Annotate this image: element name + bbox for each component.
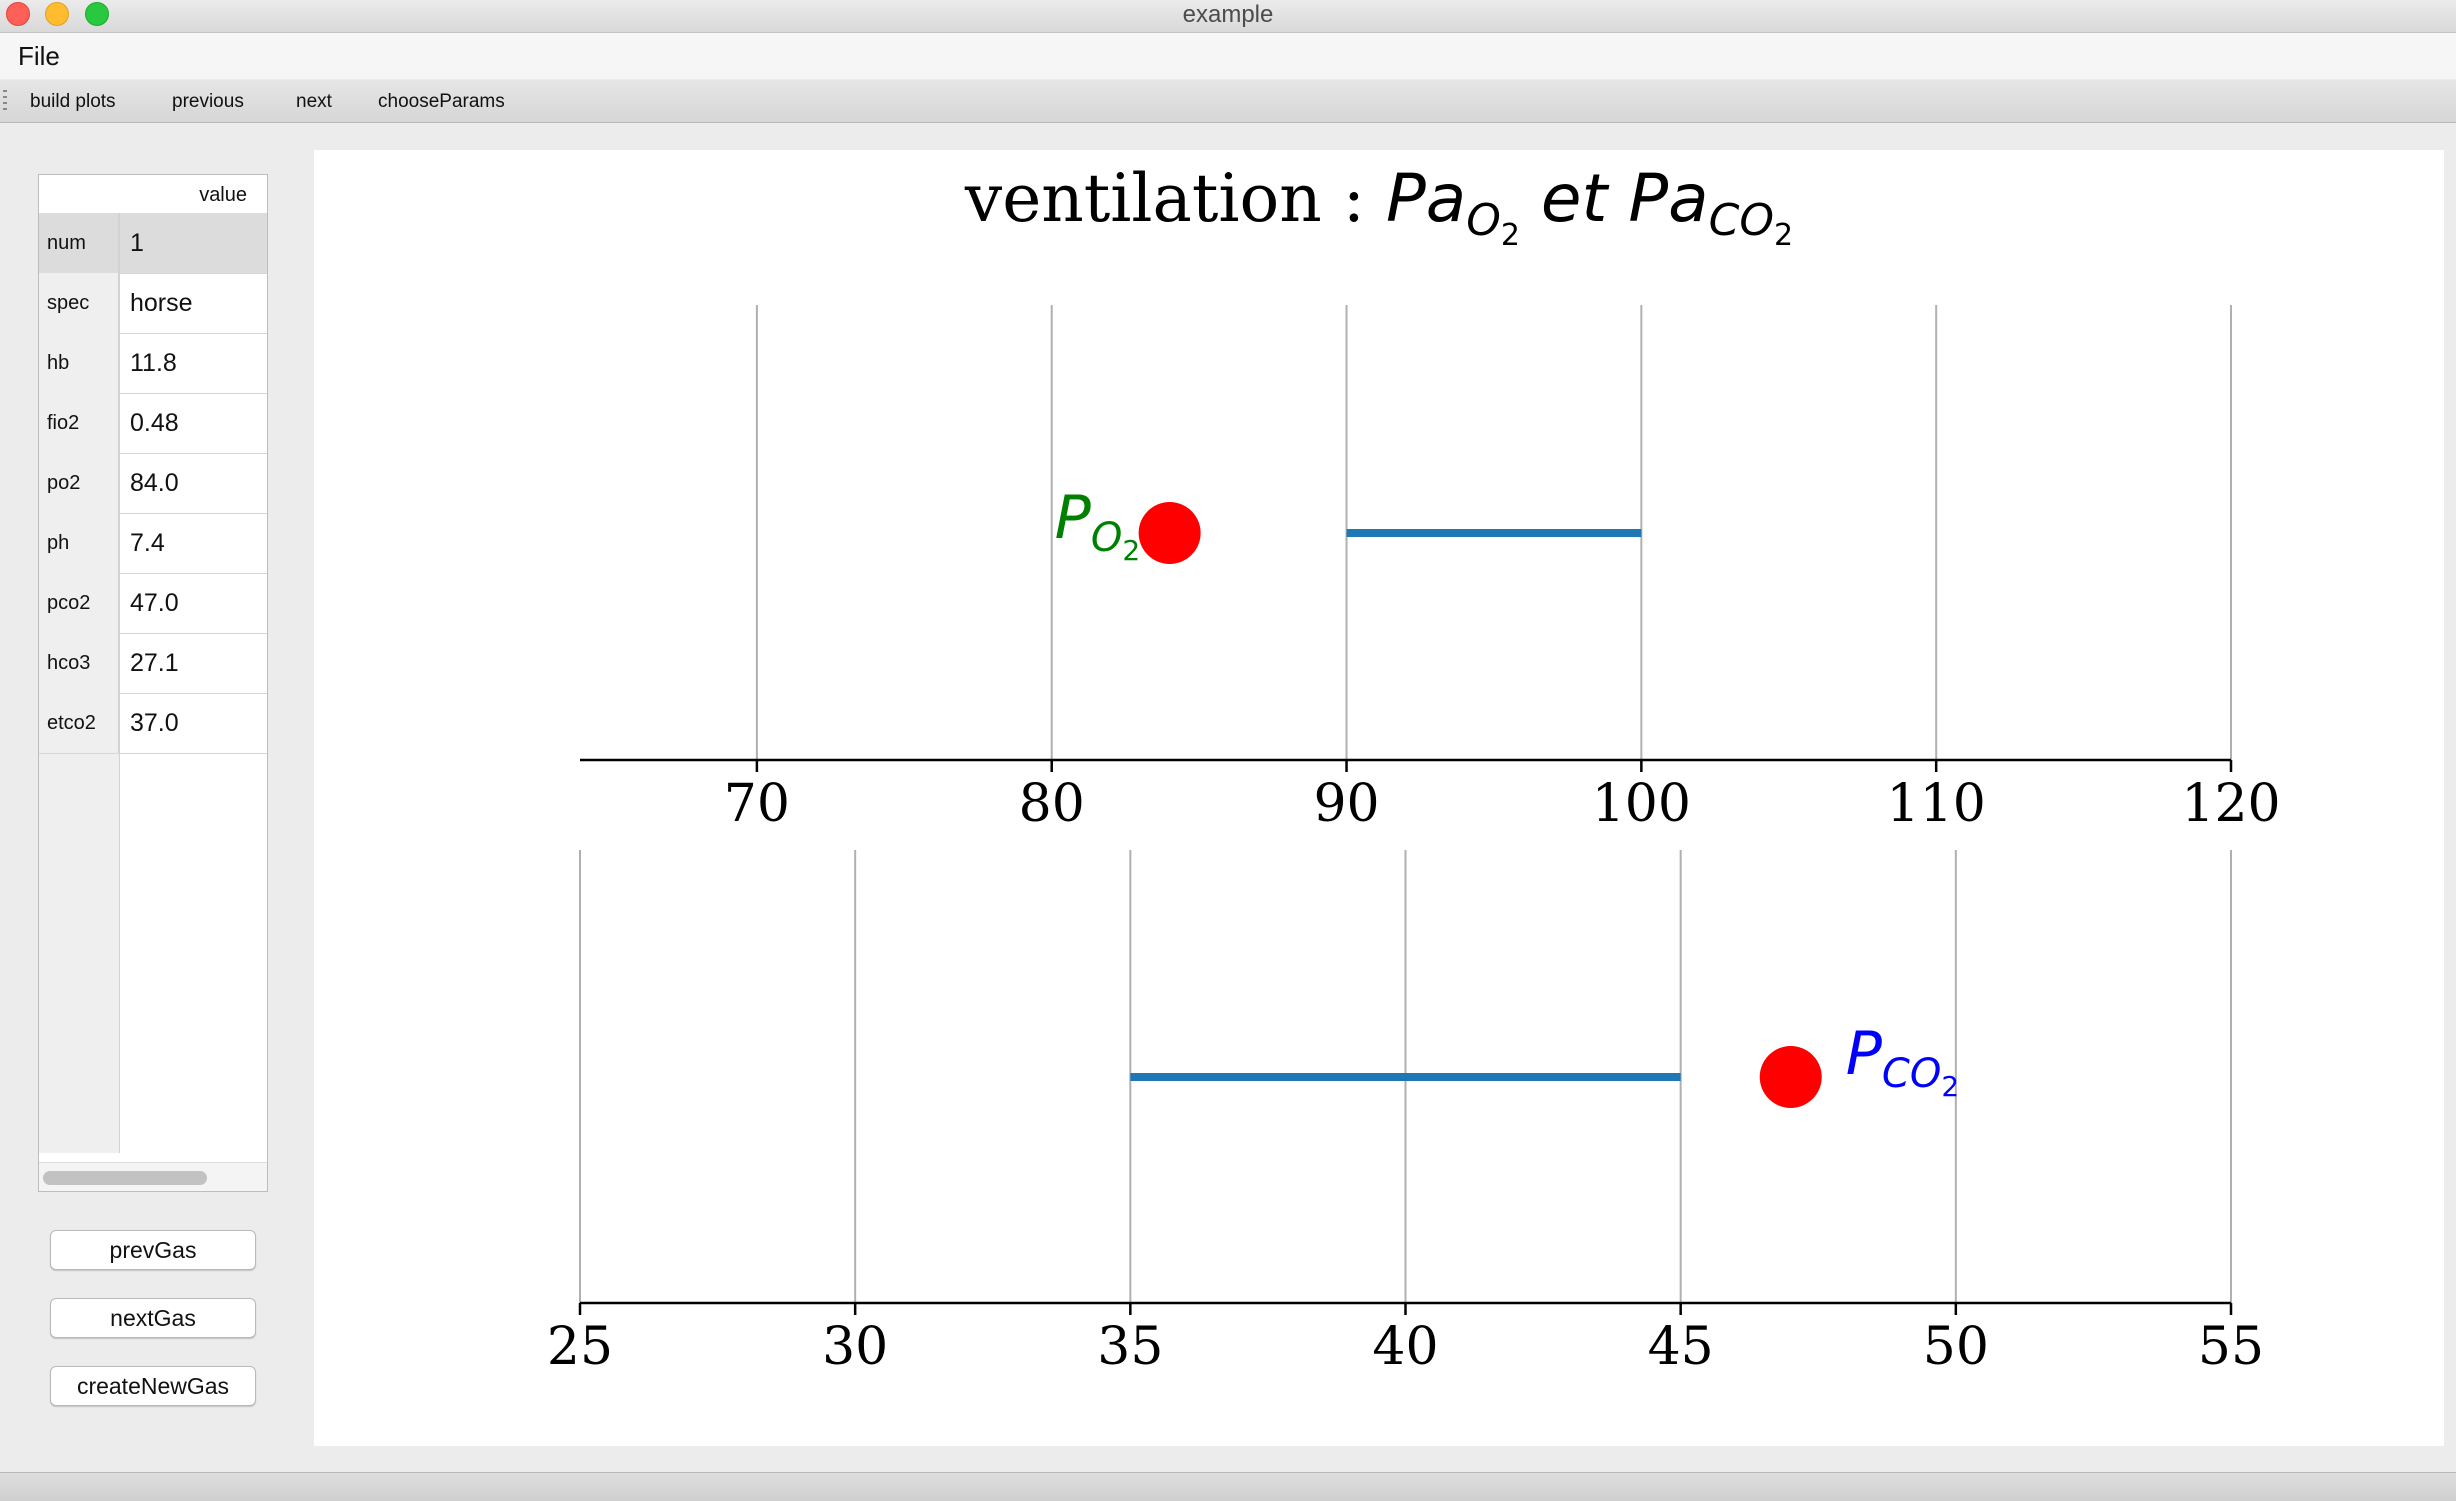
- table-row[interactable]: hb 11.8: [39, 333, 267, 394]
- table-row[interactable]: pco2 47.0: [39, 573, 267, 634]
- row-value[interactable]: horse: [130, 289, 193, 317]
- x-tick-label: 55: [2198, 1317, 2264, 1377]
- table-row[interactable]: po2 84.0: [39, 453, 267, 514]
- row-value[interactable]: 37.0: [130, 709, 179, 737]
- choose-params-button[interactable]: chooseParams: [378, 91, 505, 112]
- menu-file[interactable]: File: [18, 41, 60, 71]
- status-bar: [0, 1472, 2456, 1501]
- gas-parameter-table[interactable]: value num 1 spec horse hb 11.8 fio2 0.48…: [38, 174, 268, 1192]
- plot-title-pa-o2: Pa: [1385, 160, 1467, 237]
- menu-bar: File: [0, 33, 2456, 79]
- table-row[interactable]: spec horse: [39, 273, 267, 334]
- table-row[interactable]: ph 7.4: [39, 513, 267, 574]
- plot-title-2-subscript: 2: [1500, 217, 1520, 253]
- row-value[interactable]: 84.0: [130, 469, 179, 497]
- row-value[interactable]: 11.8: [130, 349, 177, 377]
- plot-title-pa-co2: Pa: [1628, 160, 1709, 237]
- row-key: pco2: [39, 573, 119, 633]
- zoom-window-button[interactable]: [85, 2, 109, 26]
- plot-title-o-subscript: O: [1466, 195, 1501, 247]
- next-gas-button[interactable]: nextGas: [50, 1298, 256, 1338]
- toolbar: build plots previous next chooseParams: [0, 80, 2456, 123]
- row-key: fio2: [39, 393, 119, 453]
- x-tick-label: 110: [1887, 774, 1986, 834]
- row-key: num: [39, 213, 119, 273]
- row-key: po2: [39, 453, 119, 513]
- window-title: example: [1182, 1, 1274, 28]
- row-key: etco2: [39, 693, 119, 753]
- table-row[interactable]: num 1: [39, 213, 267, 274]
- close-window-button[interactable]: [6, 2, 30, 26]
- x-tick-label: 120: [2181, 774, 2280, 834]
- pco2-annotation: PCO2: [1845, 1019, 1960, 1103]
- x-tick-label: 90: [1313, 774, 1379, 834]
- row-key: hco3: [39, 633, 119, 693]
- ventilation-charts: 70 80 90 100 110 120 25 30 35 40 45 50 55: [547, 305, 2281, 1377]
- row-key: ph: [39, 513, 119, 573]
- table-row[interactable]: fio2 0.48: [39, 393, 267, 454]
- x-tick-label: 100: [1592, 774, 1691, 834]
- minimize-window-button[interactable]: [45, 2, 69, 26]
- x-tick-label: 45: [1648, 1317, 1714, 1377]
- x-tick-label: 40: [1372, 1317, 1438, 1377]
- row-value[interactable]: 47.0: [130, 589, 179, 617]
- row-value[interactable]: 0.48: [130, 409, 179, 437]
- table-row[interactable]: etco2 37.0: [39, 693, 267, 754]
- x-tick-label: 80: [1019, 774, 1085, 834]
- row-value[interactable]: 7.4: [130, 529, 165, 557]
- x-tick-label: 35: [1097, 1317, 1163, 1377]
- x-tick-label: 30: [822, 1317, 888, 1377]
- plot-title-2b-subscript: 2: [1773, 217, 1794, 253]
- plot-canvas: ventilation : PaO2 et PaCO2 70 80 90 100 110…: [314, 150, 2444, 1446]
- row-key: spec: [39, 273, 119, 333]
- x-tick-label: 70: [724, 774, 790, 834]
- horizontal-scrollbar[interactable]: [39, 1162, 267, 1191]
- next-button[interactable]: next: [296, 91, 332, 112]
- x-tick-label: 25: [547, 1317, 613, 1377]
- po2-annotation: PO2: [1054, 483, 1141, 567]
- scrollbar-thumb[interactable]: [43, 1171, 207, 1185]
- plot-title-co-subscript: CO: [1708, 195, 1774, 247]
- row-value[interactable]: 27.1: [130, 649, 179, 677]
- plot-title: ventilation : PaO2 et PaCO2: [314, 160, 2444, 253]
- previous-button[interactable]: previous: [172, 91, 244, 112]
- plot-title-et: et: [1519, 160, 1629, 237]
- measurement-point: [1138, 502, 1201, 564]
- x-tick-label: 50: [1923, 1317, 1989, 1377]
- table-column-header[interactable]: value: [39, 175, 267, 214]
- create-new-gas-button[interactable]: createNewGas: [50, 1366, 256, 1406]
- plot-title-text: ventilation :: [964, 160, 1386, 237]
- row-value[interactable]: 1: [120, 213, 267, 273]
- row-key: hb: [39, 333, 119, 393]
- title-bar: example: [0, 0, 2456, 33]
- prev-gas-button[interactable]: prevGas: [50, 1230, 256, 1270]
- toolbar-grip-handle[interactable]: [3, 90, 7, 112]
- build-plots-button[interactable]: build plots: [30, 91, 116, 112]
- measurement-point: [1759, 1046, 1822, 1108]
- table-row[interactable]: hco3 27.1: [39, 633, 267, 694]
- value-column-label: value: [199, 184, 247, 206]
